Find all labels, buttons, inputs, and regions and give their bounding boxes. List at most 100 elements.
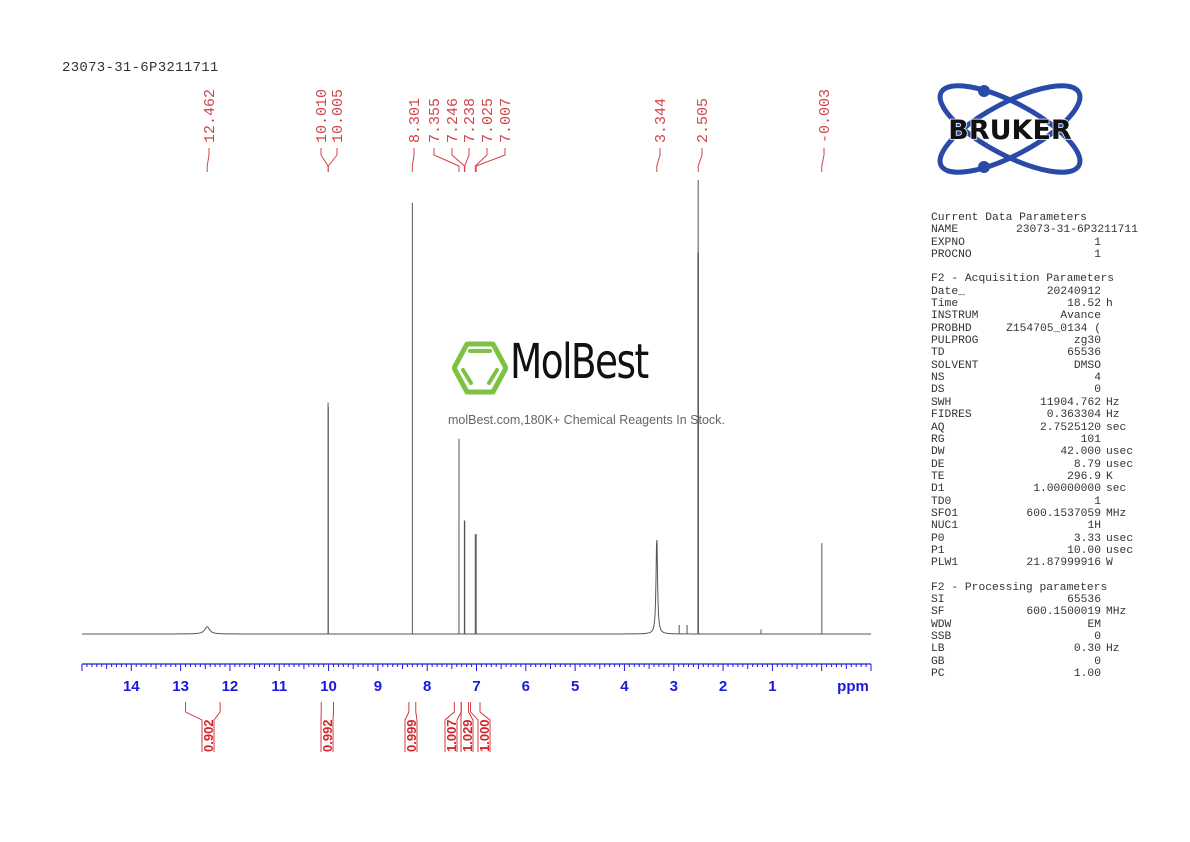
- parameter-row: FIDRES 0.363304 Hz: [931, 409, 1146, 421]
- peak-label: 2.505: [695, 98, 712, 143]
- parameter-row: SFO1 600.1537059 MHz: [931, 508, 1146, 520]
- integral-bracket: [470, 702, 491, 752]
- parameter-name: PULPROG: [931, 335, 979, 348]
- parameter-section-heading: F2 - Acquisition Parameters: [931, 273, 1115, 286]
- parameter-row: SOLVENT DMSO: [931, 360, 1146, 372]
- molbest-wordmark: MolBest: [510, 334, 649, 390]
- parameter-row: EXPNO 1: [931, 237, 1146, 249]
- parameter-name: EXPNO: [931, 236, 965, 249]
- parameter-value: 21.87999916: [1026, 557, 1101, 570]
- parameter-name: AQ: [931, 421, 945, 434]
- parameter-unit: usec: [1106, 544, 1134, 557]
- parameter-row: PROCNO 1: [931, 249, 1146, 261]
- parameter-value: 0.30: [1073, 643, 1101, 656]
- parameter-name: SFO1: [931, 507, 959, 520]
- molbest-hexagon-logo-icon: [451, 341, 509, 395]
- parameter-row: WDW EM: [931, 619, 1146, 631]
- peak-label-connector: [656, 148, 661, 172]
- parameter-name: Date_: [931, 285, 965, 298]
- parameter-name: TD0: [931, 495, 952, 508]
- parameter-name: P1: [931, 544, 945, 557]
- integral-value: 0.902: [201, 719, 216, 752]
- parameter-value: 4: [1094, 372, 1101, 385]
- sample-name: 23073-31-6P3211711: [62, 60, 219, 76]
- x-tick-label: 11: [271, 678, 287, 695]
- peak-label: 7.007: [498, 98, 515, 143]
- parameter-value: 600.1537059: [1026, 507, 1101, 520]
- parameter-row: PROBHD Z154705_0134 (: [931, 323, 1146, 335]
- parameter-name: SI: [931, 593, 945, 606]
- parameter-name: SSB: [931, 631, 952, 643]
- parameter-value: 23073-31-6P3211711: [1015, 224, 1138, 237]
- peak-label-connector: [327, 148, 338, 172]
- parameter-row: NAME 23073-31-6P3211711: [931, 224, 1146, 236]
- x-tick-label: 8: [423, 678, 431, 695]
- parameter-value: 1.00000000: [1033, 483, 1101, 496]
- peak-label: 12.462: [202, 89, 219, 143]
- section-gap: [931, 570, 1146, 582]
- parameter-name: P0: [931, 532, 945, 545]
- parameter-value: 0: [1094, 631, 1101, 643]
- parameter-value: 65536: [1067, 347, 1101, 360]
- parameter-row: SSB 0: [931, 631, 1146, 643]
- x-tick-label: 13: [172, 678, 189, 695]
- parameter-name: SF: [931, 606, 945, 619]
- spectrum: [82, 180, 871, 635]
- parameter-row: TD0 1: [931, 496, 1146, 508]
- parameter-row: RG 101: [931, 434, 1146, 446]
- parameter-name: FIDRES: [931, 409, 972, 422]
- peak-label-connector: [206, 148, 210, 172]
- parameter-value: Z154705_0134 (: [1006, 322, 1101, 335]
- x-tick-label: 5: [571, 678, 579, 695]
- parameter-unit: usec: [1106, 458, 1134, 471]
- peak-label-connector: [411, 148, 415, 172]
- parameter-value: 3.33: [1073, 532, 1101, 545]
- integral-bracket: [460, 702, 474, 752]
- parameter-value: 20240912: [1046, 285, 1101, 298]
- parameter-name: PLW1: [931, 557, 959, 570]
- peak-label: 8.301: [407, 98, 424, 143]
- peak-label-connector: [433, 148, 460, 172]
- integrals: 0.902 0.992 0.999 1.007 1.029 1.000: [185, 702, 492, 752]
- parameter-value: 8.79: [1073, 458, 1101, 471]
- parameter-value: 0: [1094, 384, 1101, 397]
- parameter-value: 1: [1094, 495, 1101, 508]
- parameter-unit: usec: [1106, 446, 1134, 459]
- parameter-name: NUC1: [931, 520, 959, 533]
- parameter-row: P1 10.00 usec: [931, 545, 1146, 557]
- x-tick-label: 10: [320, 678, 337, 695]
- parameter-value: 18.52: [1067, 298, 1101, 311]
- parameter-row: DE 8.79 usec: [931, 459, 1146, 471]
- parameter-value: DMSO: [1073, 359, 1101, 372]
- parameter-name: PROCNO: [931, 249, 972, 262]
- x-tick-label: 14: [123, 678, 140, 695]
- parameter-name: RG: [931, 433, 945, 446]
- parameter-row: TD 65536: [931, 347, 1146, 359]
- molbest-watermark: MolBest: [451, 334, 649, 401]
- x-tick-label: 9: [374, 678, 382, 695]
- peak-labels: 12.462 10.010 10.005 8.301 7.355 7.246 7.238 7.…: [202, 89, 834, 172]
- peak-label-connector: [451, 148, 465, 172]
- x-tick-label: 2: [719, 678, 727, 695]
- x-tick-label: 3: [670, 678, 678, 695]
- parameter-value: Avance: [1060, 310, 1101, 323]
- parameter-value: 296.9: [1067, 470, 1101, 483]
- parameter-name: PC: [931, 668, 945, 681]
- peak-label-connector: [821, 148, 825, 172]
- parameter-name: NAME: [931, 224, 959, 237]
- parameter-row: TE 296.9 K: [931, 471, 1146, 483]
- parameter-row: Time 18.52 h: [931, 298, 1146, 310]
- peak-label-connector: [475, 148, 506, 172]
- parameter-unit: MHz: [1106, 507, 1127, 520]
- peak-label-connector: [320, 148, 329, 172]
- bruker-logo: BRUKER: [937, 83, 1083, 175]
- peak-label: 3.344: [653, 98, 670, 143]
- peak-label: 10.010: [314, 89, 331, 143]
- parameter-name: D1: [931, 483, 945, 496]
- parameter-row: AQ 2.7525120 sec: [931, 422, 1146, 434]
- x-tick-label: 6: [522, 678, 530, 695]
- parameter-name: LB: [931, 643, 945, 656]
- parameter-row: SI 65536: [931, 594, 1146, 606]
- parameter-value: 0: [1094, 655, 1101, 668]
